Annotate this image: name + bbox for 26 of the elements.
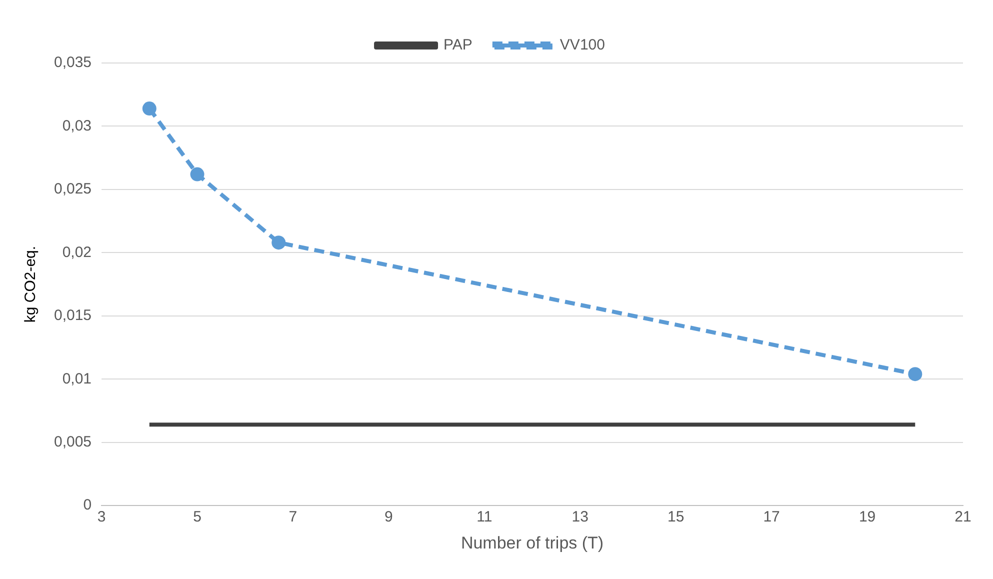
y-tick-label: 0,025 [54, 180, 92, 198]
x-tick-label: 21 [954, 508, 972, 526]
legend-label: PAP [444, 36, 472, 54]
y-tick-label: 0 [83, 496, 92, 514]
x-tick-label: 11 [476, 508, 492, 526]
x-tick-label: 17 [763, 508, 780, 526]
x-tick-label: 7 [288, 508, 298, 526]
y-tick-label: 0,01 [62, 370, 92, 388]
legend-label: VV100 [560, 36, 605, 54]
y-tick-label: 0,035 [54, 54, 92, 72]
x-tick-label: 19 [858, 508, 876, 526]
x-axis-title: Number of trips (T) [460, 533, 604, 552]
point [142, 102, 156, 116]
x-tick-label: 15 [668, 508, 684, 526]
x-tick-label: 3 [97, 508, 106, 526]
y-tick-label: 0,02 [62, 244, 92, 261]
y-tick-label: 0,005 [54, 434, 92, 451]
x-tick-label: 5 [193, 508, 202, 526]
x-tick-label: 9 [384, 508, 393, 526]
y-axis-title: kg CO2-eq. [22, 246, 40, 323]
y-tick-label: 0,015 [54, 307, 92, 324]
point [908, 367, 922, 382]
point [272, 236, 286, 250]
point [190, 167, 204, 182]
y-tick-label: 0,03 [62, 117, 92, 134]
x-tick-label: 13 [572, 508, 588, 526]
